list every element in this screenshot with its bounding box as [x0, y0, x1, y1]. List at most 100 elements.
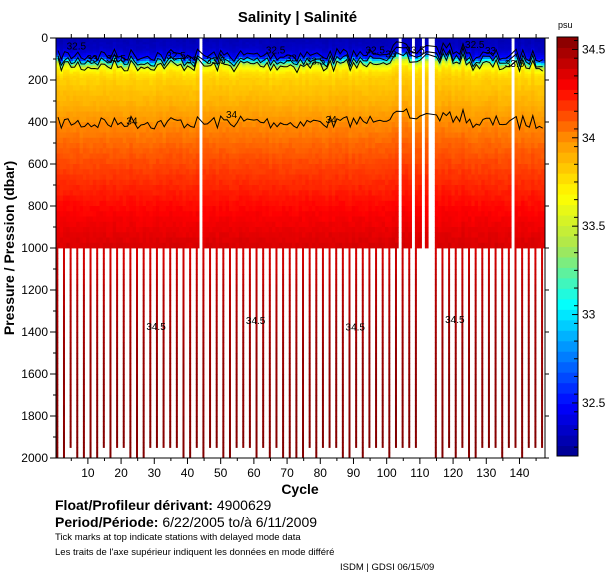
heatmap-cell [119, 69, 124, 72]
heatmap-cell [116, 75, 120, 79]
heatmap-cell [142, 190, 147, 196]
heatmap-cell [116, 73, 120, 77]
heatmap-cell [106, 38, 110, 41]
heatmap-cell [155, 40, 160, 43]
heatmap-cell [209, 426, 212, 433]
heatmap-cell [89, 63, 94, 66]
heatmap-cell [102, 54, 107, 58]
heatmap-cell [268, 169, 273, 175]
heatmap-cell [149, 316, 152, 322]
heatmap-cell [122, 67, 127, 70]
heatmap-cell [202, 52, 207, 56]
heatmap-cell [245, 48, 250, 51]
heatmap-cell [62, 169, 67, 175]
heatmap-cell [106, 227, 110, 233]
heatmap-cell [288, 137, 293, 144]
heatmap-cell [255, 127, 260, 133]
heatmap-cell [222, 342, 225, 349]
heatmap-cell [189, 122, 193, 128]
heatmap-cell [205, 169, 210, 175]
heatmap-cell [96, 379, 99, 385]
heatmap-cell [285, 106, 290, 112]
heatmap-cell [69, 40, 74, 43]
heatmap-cell [139, 169, 144, 175]
heatmap-cell [172, 111, 177, 118]
heatmap-cell [228, 90, 233, 97]
heatmap-cell [255, 48, 260, 51]
heatmap-cell [262, 80, 266, 86]
heatmap-cell [62, 269, 65, 275]
heatmap-cell [245, 38, 250, 41]
heatmap-cell [212, 190, 217, 196]
heatmap-cell [116, 195, 120, 202]
heatmap-cell [66, 54, 71, 58]
heatmap-cell [248, 164, 253, 170]
heatmap-cell [112, 65, 117, 68]
heatmap-cell [242, 95, 246, 102]
heatmap-cell [235, 185, 240, 191]
heatmap-cell [282, 221, 286, 228]
heatmap-cell [162, 101, 167, 107]
heatmap-cell [66, 179, 71, 186]
heatmap-cell [255, 106, 260, 112]
heatmap-cell [119, 232, 124, 238]
heatmap-cell [59, 137, 64, 144]
heatmap-cell [106, 127, 110, 133]
heatmap-cell [122, 158, 127, 165]
heatmap-cell [212, 77, 217, 81]
heatmap-cell [89, 164, 94, 170]
heatmap-cell [222, 290, 225, 296]
heatmap-cell [262, 52, 266, 56]
heatmap-cell [189, 347, 192, 354]
heatmap-cell [215, 190, 220, 196]
heatmap-cell [228, 75, 233, 79]
heatmap-cell [258, 179, 263, 186]
heatmap-cell [169, 379, 172, 385]
heatmap-cell [99, 221, 104, 228]
heatmap-cell [182, 258, 185, 265]
heatmap-cell [56, 77, 61, 81]
heatmap-cell [228, 216, 233, 223]
heatmap-cell [109, 263, 112, 270]
heatmap-cell [59, 95, 64, 102]
heatmap-cell [185, 227, 190, 233]
heatmap-cell [242, 63, 246, 66]
heatmap-cell [129, 353, 132, 359]
heatmap-cell [185, 185, 190, 191]
heatmap-cell [106, 153, 110, 160]
heatmap-cell [179, 179, 183, 186]
heatmap-cell [149, 363, 152, 370]
heatmap-cell [82, 237, 87, 244]
heatmap-cell [116, 216, 120, 223]
heatmap-cell [139, 216, 144, 223]
heatmap-cell [56, 389, 59, 396]
heatmap-cell [155, 431, 158, 438]
heatmap-cell [278, 52, 283, 56]
heatmap-cell [79, 232, 84, 238]
heatmap-cell [56, 269, 59, 275]
heatmap-cell [255, 153, 260, 160]
heatmap-cell [219, 38, 223, 41]
heatmap-cell [96, 221, 100, 228]
heatmap-cell [285, 153, 290, 160]
heatmap-cell [205, 221, 210, 228]
heatmap-cell [102, 169, 107, 175]
heatmap-cell [99, 75, 104, 79]
heatmap-cell [149, 248, 152, 254]
heatmap-cell [215, 221, 220, 228]
heatmap-cell [145, 195, 150, 202]
heatmap-cell [155, 54, 160, 58]
heatmap-cell [159, 153, 163, 160]
heatmap-cell [145, 85, 150, 91]
heatmap-cell [119, 221, 124, 228]
heatmap-cell [228, 332, 231, 338]
heatmap-cell [182, 42, 187, 45]
heatmap-cell [89, 143, 94, 149]
heatmap-cell [89, 237, 94, 244]
heatmap-cell [89, 347, 92, 354]
heatmap-cell [72, 148, 77, 154]
heatmap-cell [202, 332, 205, 338]
heatmap-cell [202, 46, 207, 49]
heatmap-cell [248, 353, 251, 359]
heatmap-cell [76, 379, 79, 385]
